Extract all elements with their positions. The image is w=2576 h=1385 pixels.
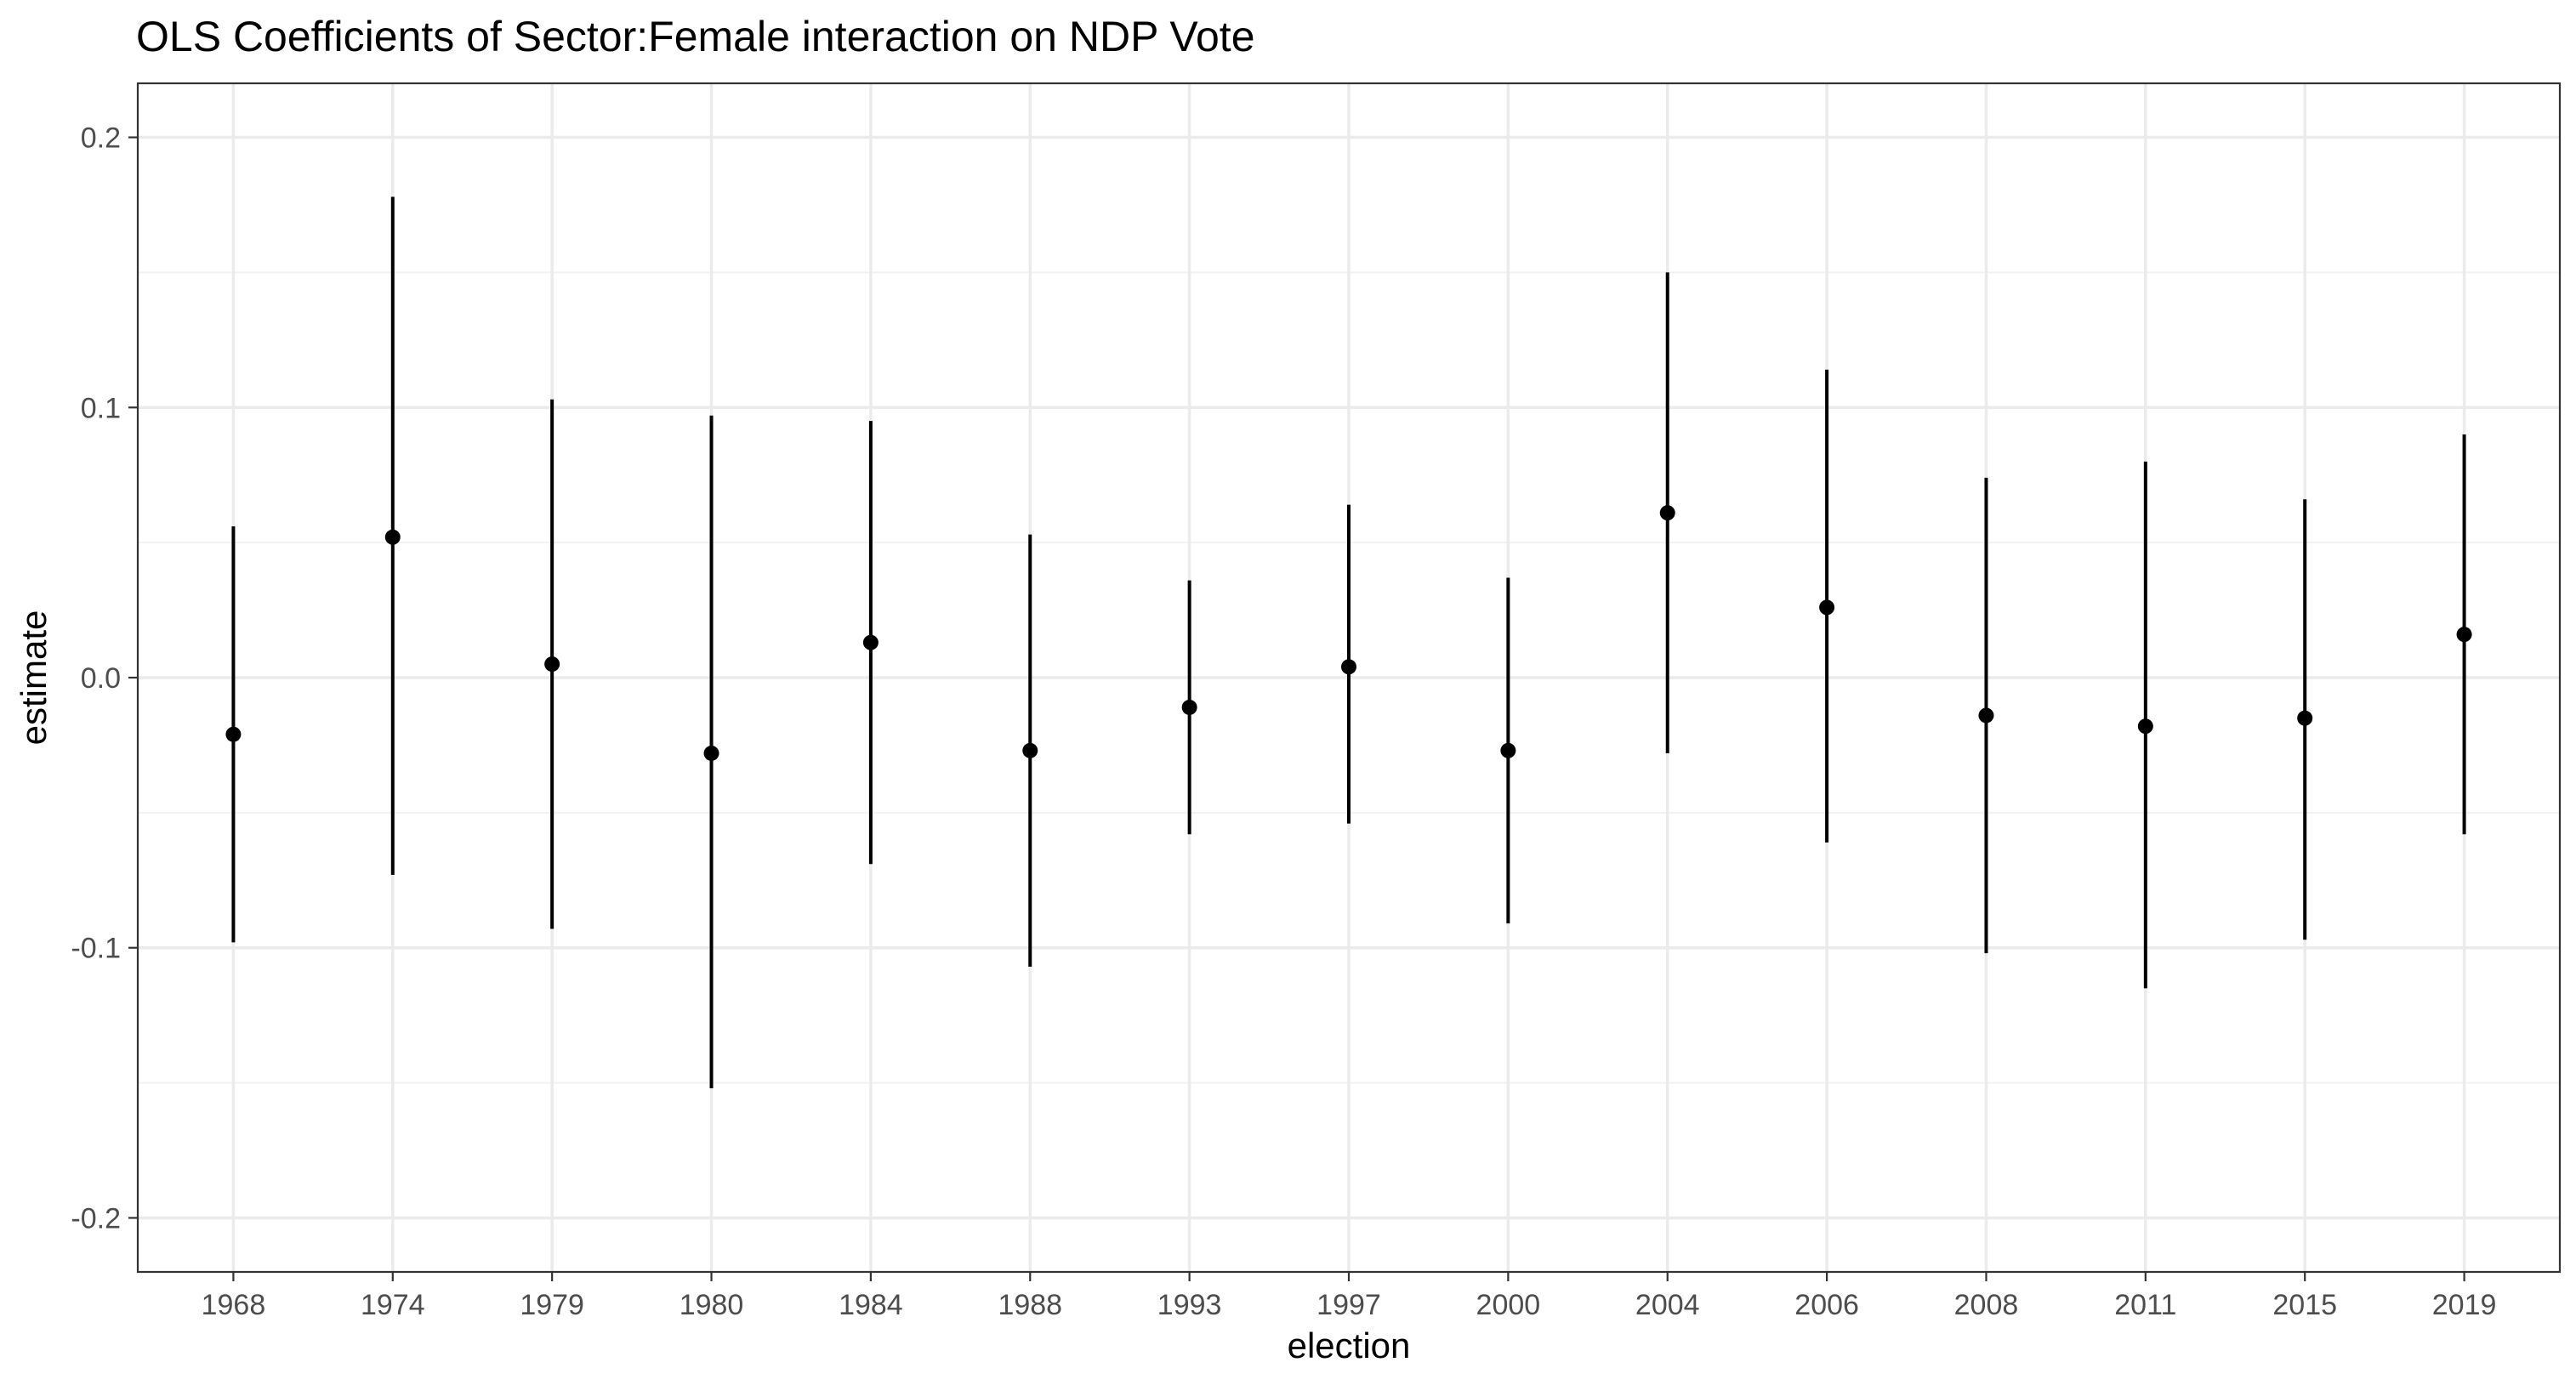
x-tick-label: 1968 [202,1289,266,1321]
data-marks [225,196,2472,1088]
x-tick-label: 2006 [1794,1289,1859,1321]
estimate-point-1997 [1341,659,1356,675]
estimate-point-1974 [384,529,401,545]
estimate-point-2019 [2456,627,2472,643]
x-tick-label: 1980 [680,1289,744,1321]
x-tick-label: 1979 [520,1289,584,1321]
estimate-point-2006 [1819,599,1835,616]
x-tick-label: 1974 [361,1289,425,1321]
estimate-point-1988 [1022,742,1038,758]
estimate-point-2008 [1978,707,1994,724]
x-tick-label: 1984 [839,1289,903,1321]
estimate-point-1979 [544,656,560,673]
x-tick-label: 2000 [1476,1289,1541,1321]
y-tick-label: 0.2 [81,122,121,155]
y-tick-label: 0.0 [81,662,121,695]
estimate-point-1993 [1181,699,1197,715]
chart-title: OLS Coefficients of Sector:Female intera… [136,13,1255,60]
axes: -0.2 -0.1 0.0 0.1 0.2 1968 1974 1979 1980 1984 198… [71,122,2496,1321]
x-tick-label: 2011 [2114,1289,2176,1321]
x-tick-label: 1993 [1157,1289,1222,1321]
estimate-point-2000 [1500,742,1516,758]
estimate-point-1984 [862,634,879,650]
estimate-point-2015 [2297,710,2313,726]
estimate-point-1980 [703,745,719,761]
x-tick-label: 2019 [2432,1289,2497,1321]
y-tick-label: -0.2 [71,1202,121,1235]
x-tick-label: 1988 [998,1289,1062,1321]
estimate-point-1968 [225,726,242,742]
x-tick-label: 2015 [2272,1289,2337,1321]
x-tick-label: 2008 [1954,1289,2019,1321]
y-axis-title: estimate [14,610,54,746]
y-tick-label: -0.1 [71,933,121,965]
y-tick-label: 0.1 [81,392,121,424]
x-tick-label: 2004 [1635,1289,1700,1321]
estimate-point-2011 [2137,718,2153,735]
estimate-point-2004 [1659,505,1675,521]
x-axis-title: election [1288,1325,1411,1365]
x-tick-label: 1997 [1316,1289,1381,1321]
